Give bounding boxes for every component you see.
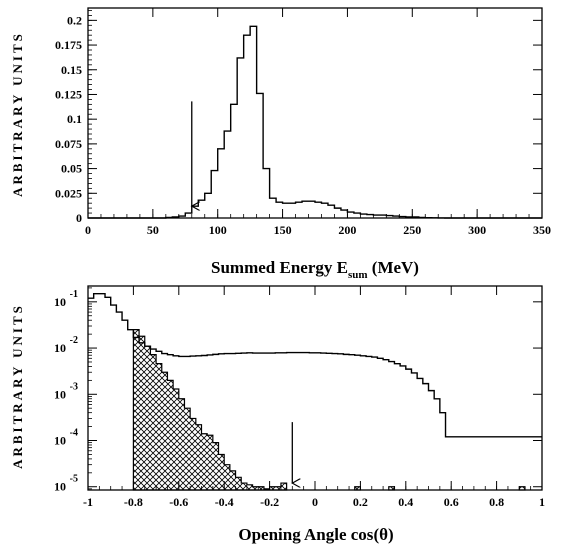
bottom-hatched-box (388, 486, 396, 491)
bottom-x-axis-label-main: Opening Angle cos (238, 525, 373, 544)
bottom-x-tick-label: -0.8 (124, 495, 143, 509)
bottom-y-tick-label: 10 (54, 341, 66, 355)
top-y-tick-label: 0.125 (55, 87, 82, 101)
bottom-y-tick-label: 10 (54, 480, 66, 494)
bottom-histogram (88, 292, 542, 438)
bottom-histogram-line (88, 292, 542, 438)
top-x-axis-label-unit: (MeV) (368, 258, 419, 277)
top-x-tick-label: 350 (533, 223, 551, 237)
bottom-x-tick-label: 0.4 (398, 495, 413, 509)
bottom-y-tick-exponent: -4 (70, 428, 78, 439)
top-y-axis-label: ARBITRARY UNITS (10, 31, 25, 197)
bottom-x-tick-label: 0 (312, 495, 318, 509)
bottom-x-tick-label: -1 (83, 495, 93, 509)
bottom-hatched-box (518, 486, 526, 491)
bottom-x-tick-label: -0.6 (169, 495, 188, 509)
bottom-x-axis-label-theta: (θ) (373, 525, 393, 544)
bottom-x-axis-label: Opening Angle cos(θ) (238, 525, 393, 544)
top-y-tick-label: 0.05 (61, 162, 82, 176)
bottom-x-tick-label: 1 (539, 495, 545, 509)
bottom-x-tick-label: 0.6 (444, 495, 459, 509)
bottom-x-tick-label: 0.2 (353, 495, 368, 509)
top-y-tick-label: 0.15 (61, 63, 82, 77)
top-y-tick-label: 0 (76, 211, 82, 225)
top-histogram (88, 25, 542, 219)
top-x-tick-label: 150 (274, 223, 292, 237)
bottom-hatched-area (132, 329, 288, 491)
bottom-y-tick-label: 10 (54, 295, 66, 309)
bottom-panel: 10-110-210-310-410-5 -1 -0.8 -0.6 -0.4 -0.2 0… (10, 285, 545, 544)
bottom-x-tick-label: -0.2 (260, 495, 279, 509)
bottom-y-axis-label: ARBITRARY UNITS (10, 303, 25, 469)
top-x-tick-label: 0 (85, 223, 91, 237)
top-y-tick-label: 0.025 (55, 186, 82, 200)
bottom-x-tick-label: -0.4 (215, 495, 234, 509)
top-x-axis-label-sub: sum (348, 269, 368, 281)
top-x-tick-label: 50 (147, 223, 159, 237)
top-y-tick-label: 0.175 (55, 38, 82, 52)
top-y-tick-label: 0.2 (67, 13, 82, 27)
top-panel: 0 0.025 0.05 0.075 0.1 0.125 0.15 0.175 0.2 0 50 1… (10, 7, 551, 281)
bottom-y-tick-exponent: -5 (70, 474, 78, 485)
top-plot-frame (87, 7, 543, 219)
bottom-y-tick-exponent: -2 (70, 335, 78, 346)
top-y-tick-label: 0.075 (55, 137, 82, 151)
bottom-y-tick-label: 10 (54, 434, 66, 448)
top-y-tick-label: 0.1 (67, 112, 82, 126)
top-x-tick-label: 200 (338, 223, 356, 237)
bottom-x-tick-label: 0.8 (489, 495, 504, 509)
bottom-y-tick-exponent: -1 (70, 289, 78, 300)
top-x-tick-label: 100 (209, 223, 227, 237)
bottom-y-tick-exponent: -3 (70, 381, 78, 392)
bottom-y-tick-label: 10 (54, 387, 66, 401)
top-x-axis-label-main: Summed Energy E (211, 258, 348, 277)
top-histogram-line (88, 25, 542, 219)
bottom-y-ticks: 10 -1 10 -2 10 -3 10 -4 10 -5 (54, 287, 542, 494)
top-x-axis-label: Summed Energy Esum (MeV) (211, 258, 419, 281)
top-x-tick-label: 300 (468, 223, 486, 237)
top-x-tick-label: 250 (403, 223, 421, 237)
top-y-ticks: 0 0.025 0.05 0.075 0.1 0.125 0.15 0.175 0.2 (55, 10, 542, 225)
bottom-hatched-box (354, 486, 362, 491)
bottom-x-ticks: -1 -0.8 -0.6 -0.4 -0.2 0 0.2 0.4 0.6 0.8 1 (83, 286, 545, 509)
